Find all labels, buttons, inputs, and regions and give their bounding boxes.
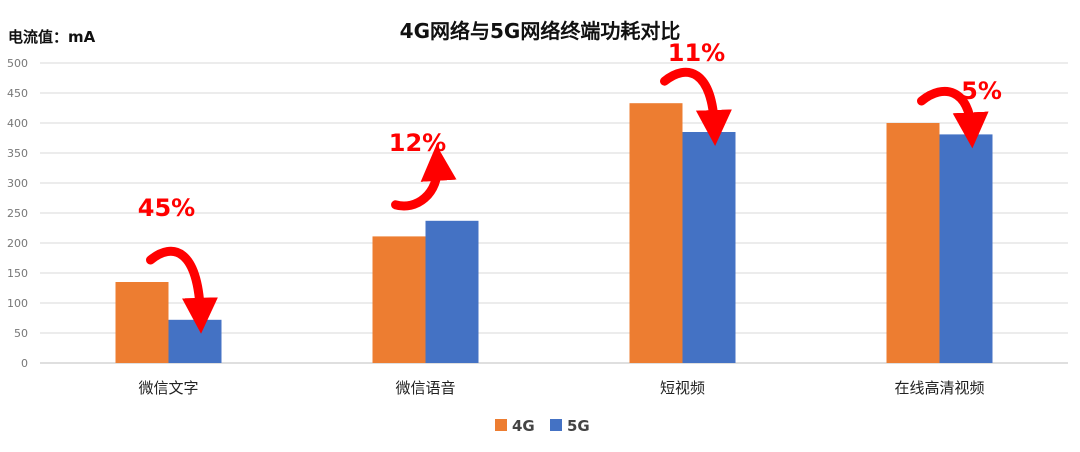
chart-title: 4G网络与5G网络终端功耗对比	[400, 19, 681, 43]
annotations: 45% 12% 11% 5%	[138, 39, 1002, 334]
legend-swatch-5g	[550, 419, 562, 431]
arrow-down-icon	[917, 87, 989, 149]
y-tick-label: 100	[7, 297, 28, 310]
legend-label-5g: 5G	[567, 417, 590, 435]
bar-4g-1	[372, 236, 426, 363]
bars	[115, 103, 993, 363]
y-tick-label: 50	[14, 327, 28, 340]
y-tick-label: 450	[7, 87, 28, 100]
annotation-label: 11%	[668, 39, 725, 67]
x-category-label: 在线高清视频	[894, 379, 984, 397]
legend-label-4g: 4G	[512, 417, 535, 435]
y-tick-label: 150	[7, 267, 28, 280]
y-tick-label: 400	[7, 117, 28, 130]
y-tick-label: 200	[7, 237, 28, 250]
bar-4g-2	[629, 103, 683, 363]
annotation-label: 12%	[389, 129, 446, 157]
bar-4g-3	[886, 123, 940, 363]
arrow-up-icon	[391, 144, 457, 211]
x-category-label: 微信文字	[138, 379, 198, 397]
bar-5g-3	[939, 134, 993, 363]
bar-5g-2	[682, 132, 736, 363]
annotation-label: 5%	[961, 77, 1002, 105]
legend-swatch-4g	[495, 419, 507, 431]
x-axis-categories: 微信文字 微信语音 短视频 在线高清视频	[138, 379, 984, 397]
x-category-label: 短视频	[660, 379, 705, 397]
annotation-label: 45%	[138, 194, 195, 222]
y-tick-label: 250	[7, 207, 28, 220]
y-axis-unit-label: 电流值：mA	[8, 28, 96, 46]
y-tick-label: 350	[7, 147, 28, 160]
arrow-down-icon	[660, 67, 732, 146]
bar-5g-1	[425, 220, 479, 363]
y-axis-ticks: 0 50 100 150 200 250 300 350 400 450 500	[7, 57, 28, 370]
arrow-down-icon	[146, 246, 218, 334]
bar-4g-0	[115, 282, 169, 363]
y-tick-label: 500	[7, 57, 28, 70]
y-tick-label: 300	[7, 177, 28, 190]
legend: 4G 5G	[495, 417, 590, 435]
y-tick-label: 0	[21, 357, 28, 370]
bar-5g-0	[168, 319, 222, 363]
x-category-label: 微信语音	[395, 379, 455, 397]
